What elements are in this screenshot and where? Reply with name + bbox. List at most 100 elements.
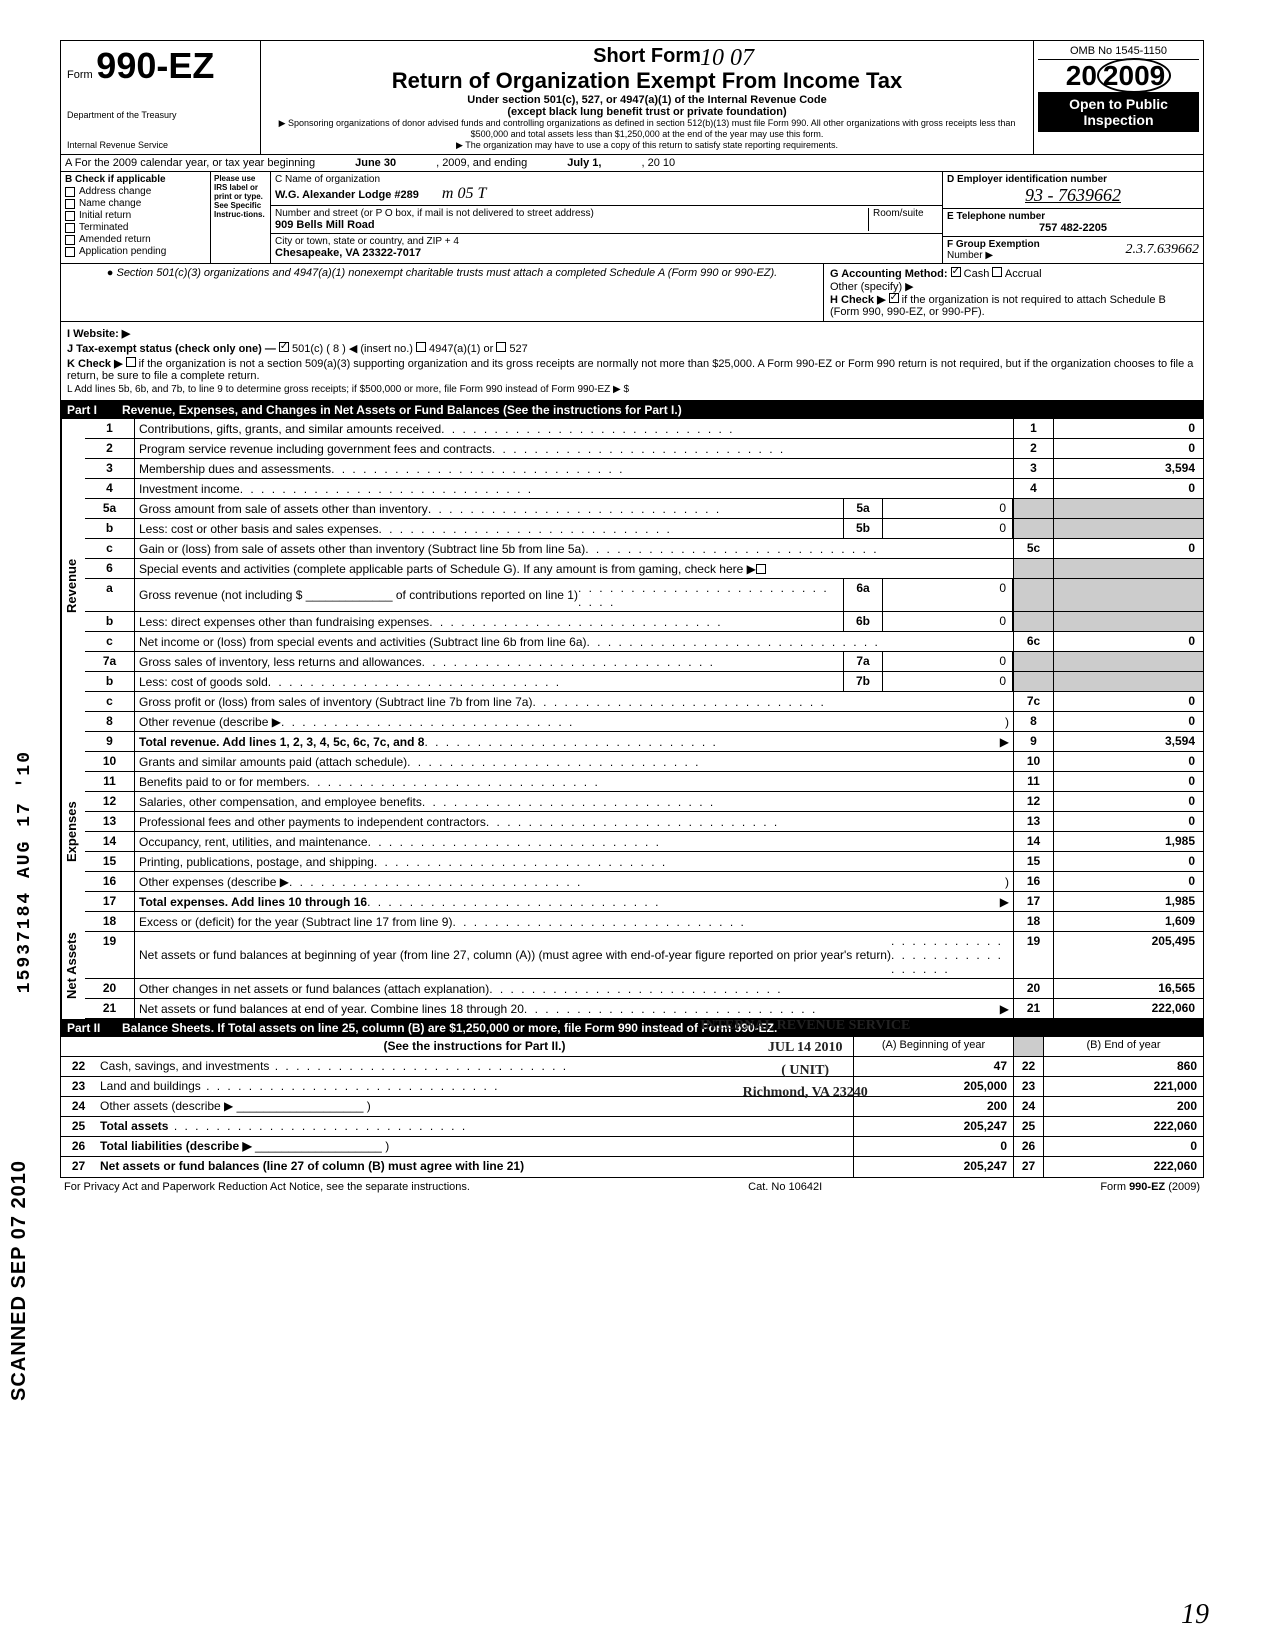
line-l: L Add lines 5b, 6b, and 7b, to line 9 to… (67, 384, 1197, 395)
part1-netassets-section: Net Assets 18Excess or (deficit) for the… (61, 912, 1203, 1019)
city: Chesapeake, VA 23322-7017 (275, 247, 938, 259)
line-8: 8Other revenue (describe ▶)80 (85, 712, 1203, 732)
section-ijkl: I Website: ▶ J Tax-exempt status (check … (61, 322, 1203, 401)
line-18: 18Excess or (deficit) for the year (Subt… (85, 912, 1203, 932)
cb-527[interactable] (496, 342, 506, 352)
addr: 909 Bells Mill Road (275, 219, 868, 231)
line-6: 6Special events and activities (complete… (85, 559, 1203, 579)
header-left: Form 990-EZ Department of the Treasury I… (61, 41, 261, 154)
b-label: B Check if applicable (65, 174, 206, 185)
cb-501c[interactable] (279, 342, 289, 352)
row-d-ein: D Employer identification number 93 - 76… (943, 172, 1203, 209)
side-expenses: Expenses (61, 752, 85, 912)
line-6a: aGross revenue (not including $ ________… (85, 579, 1203, 612)
line-2: 2Program service revenue including gover… (85, 439, 1203, 459)
form-number: 990-EZ (96, 45, 214, 86)
part1-expenses-section: Expenses 10Grants and similar amounts pa… (61, 752, 1203, 912)
side-revenue: Revenue (61, 419, 85, 752)
row-address: Number and street (or P O box, if mail i… (271, 206, 942, 234)
header-right: OMB No 1545-1150 202009 Open to Public I… (1033, 41, 1203, 154)
group-exempt: 2.3.7.639662 (1126, 242, 1200, 258)
form-990ez: Form 990-EZ Department of the Treasury I… (60, 40, 1204, 1178)
line-6b: bLess: direct expenses other than fundra… (85, 612, 1203, 632)
phone: 757 482-2205 (947, 222, 1199, 234)
cb-cash[interactable] (951, 267, 961, 277)
part2-col-headers: (See the instructions for Part II.) (A) … (61, 1037, 1203, 1057)
main-title: Return of Organization Exempt From Incom… (269, 68, 1025, 94)
cb-address-change[interactable]: Address change (65, 186, 206, 197)
line-7c: cGross profit or (loss) from sales of in… (85, 692, 1203, 712)
part1-revenue-section: Revenue 1Contributions, gifts, grants, a… (61, 419, 1203, 752)
line-17: 17Total expenses. Add lines 10 through 1… (85, 892, 1203, 912)
line-14: 14Occupancy, rent, utilities, and mainte… (85, 832, 1203, 852)
cb-accrual[interactable] (992, 267, 1002, 277)
line-10: 10Grants and similar amounts paid (attac… (85, 752, 1203, 772)
part2-header: Part II Balance Sheets. If Total assets … (61, 1019, 1203, 1037)
line-3: 3Membership dues and assessments33,594 (85, 459, 1203, 479)
footer-right: Form 990-EZ (2009) (1100, 1181, 1200, 1193)
ein: 93 - 7639662 (947, 185, 1199, 206)
row-a-end2: , 20 10 (641, 157, 675, 169)
line-5c: cGain or (loss) from sale of assets othe… (85, 539, 1203, 559)
cb-h[interactable] (889, 293, 899, 303)
line-5a: 5aGross amount from sale of assets other… (85, 499, 1203, 519)
subtitle2: (except black lung benefit trust or priv… (269, 106, 1025, 118)
dept-irs: Internal Revenue Service (67, 140, 254, 150)
handwritten-19: 19 (1181, 1599, 1209, 1631)
501c3-bullet: ● Section 501(c)(3) organizations and 49… (61, 264, 823, 321)
row-city: City or town, state or country, and ZIP … (271, 234, 942, 261)
cb-initial-return[interactable]: Initial return (65, 210, 206, 221)
g-other: Other (specify) ▶ (830, 280, 1197, 293)
cb-name-change[interactable]: Name change (65, 198, 206, 209)
bs-23: 23Land and buildings205,00023221,000 (61, 1077, 1203, 1097)
line-13: 13Professional fees and other payments t… (85, 812, 1203, 832)
line-21: 21Net assets or fund balances at end of … (85, 999, 1203, 1019)
line-16: 16Other expenses (describe ▶)160 (85, 872, 1203, 892)
omb-number: OMB No 1545-1150 (1038, 45, 1199, 60)
cb-4947[interactable] (416, 342, 426, 352)
row-a-label: A For the 2009 calendar year, or tax yea… (65, 157, 315, 169)
open-to-public: Open to Public Inspection (1038, 92, 1199, 132)
handwritten-1007: 10 07 (700, 45, 754, 72)
g-accounting: G Accounting Method: Cash Accrual (830, 267, 1197, 280)
line-9: 9Total revenue. Add lines 1, 2, 3, 4, 5c… (85, 732, 1203, 752)
form-header: Form 990-EZ Department of the Treasury I… (61, 41, 1203, 155)
row-a-tax-year: A For the 2009 calendar year, or tax yea… (61, 155, 1203, 172)
line-7a: 7aGross sales of inventory, less returns… (85, 652, 1203, 672)
subtitle: Under section 501(c), 527, or 4947(a)(1)… (269, 94, 1025, 106)
org-name: W.G. Alexander Lodge #289 (275, 189, 419, 201)
line-i-website: I Website: ▶ (67, 327, 1197, 340)
year-begin: June 30 (355, 157, 396, 169)
header-center: Short Form Return of Organization Exempt… (261, 41, 1033, 154)
cb-pending[interactable]: Application pending (65, 246, 206, 257)
part1-header: Part I Revenue, Expenses, and Changes in… (61, 401, 1203, 419)
col-def: D Employer identification number 93 - 76… (943, 172, 1203, 263)
line-5b: bLess: cost or other basis and sales exp… (85, 519, 1203, 539)
line-12: 12Salaries, other compensation, and empl… (85, 792, 1203, 812)
line-7b: bLess: cost of goods sold7b0 (85, 672, 1203, 692)
cb-k[interactable] (126, 357, 136, 367)
bs-24: 24Other assets (describe ▶ _____________… (61, 1097, 1203, 1117)
note1: ▶ Sponsoring organizations of donor advi… (269, 118, 1025, 140)
col-gh: G Accounting Method: Cash Accrual Other … (823, 264, 1203, 321)
col-b-checkboxes: B Check if applicable Address change Nam… (61, 172, 211, 263)
short-form-label: Short Form (269, 45, 1025, 68)
line-1: 1Contributions, gifts, grants, and simil… (85, 419, 1203, 439)
line-6c: cNet income or (loss) from special event… (85, 632, 1203, 652)
footer-mid: Cat. No 10642I (748, 1181, 822, 1193)
section-bcdef: B Check if applicable Address change Nam… (61, 172, 1203, 264)
cb-terminated[interactable]: Terminated (65, 222, 206, 233)
col-please-use-irs: Please use IRS label or print or type. S… (211, 172, 271, 263)
h-check: H Check ▶ if the organization is not req… (830, 293, 1197, 318)
room-suite: Room/suite (868, 208, 938, 231)
org-hand: m 05 T (442, 185, 486, 202)
side-date-stamp: 15937184 AUG 17 '10 (15, 750, 35, 993)
note2: ▶ The organization may have to use a cop… (269, 140, 1025, 151)
irs-received-stamp: INTERNAL REVENUE SERVICE JUL 14 2010 ( U… (700, 1015, 910, 1105)
cb-amended[interactable]: Amended return (65, 234, 206, 245)
col-org-info: C Name of organization W.G. Alexander Lo… (271, 172, 943, 263)
form-prefix: Form (67, 69, 93, 81)
cb-gaming[interactable] (756, 564, 766, 574)
bs-27: 27Net assets or fund balances (line 27 o… (61, 1157, 1203, 1177)
footer: For Privacy Act and Paperwork Reduction … (60, 1178, 1204, 1196)
